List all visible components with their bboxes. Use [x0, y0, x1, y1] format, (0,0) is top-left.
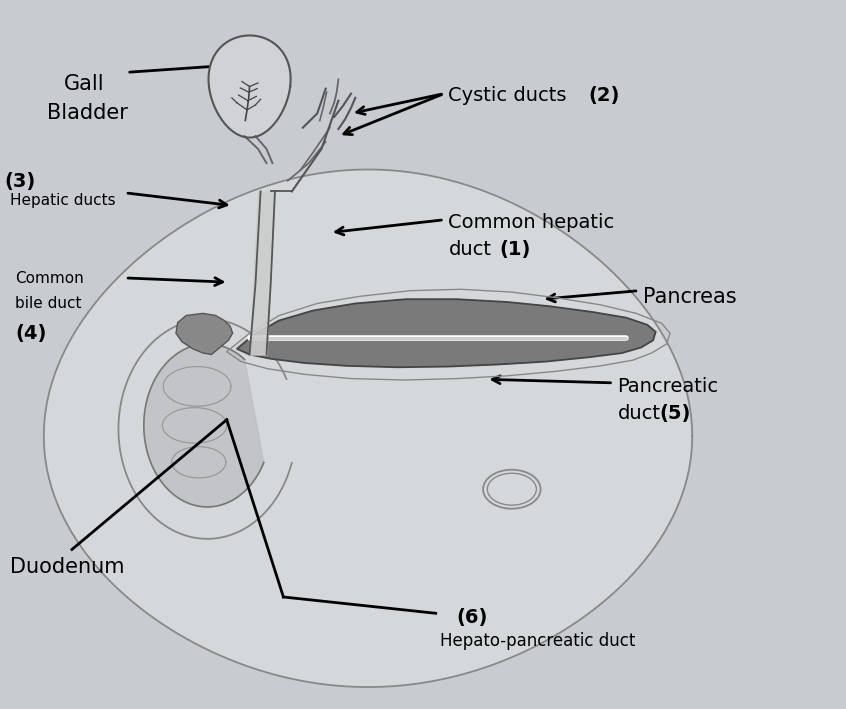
Text: Bladder: Bladder [47, 103, 128, 123]
Text: (5): (5) [659, 404, 690, 423]
Text: Hepato-pancreatic duct: Hepato-pancreatic duct [440, 632, 635, 650]
Text: (1): (1) [499, 240, 530, 259]
Text: (6): (6) [457, 608, 488, 627]
Text: (2): (2) [588, 86, 619, 106]
Text: Pancreatic: Pancreatic [618, 377, 719, 396]
Text: Duodenum: Duodenum [10, 557, 124, 576]
Text: (4): (4) [15, 324, 47, 343]
Polygon shape [44, 169, 692, 687]
Text: duct: duct [618, 404, 661, 423]
Polygon shape [237, 299, 656, 367]
Text: Common: Common [15, 271, 84, 286]
Text: bile duct: bile duct [15, 296, 82, 311]
Text: duct: duct [448, 240, 492, 259]
Text: Gall: Gall [63, 74, 104, 94]
Text: (3): (3) [4, 172, 36, 191]
Polygon shape [176, 313, 233, 354]
Text: Common hepatic: Common hepatic [448, 213, 615, 232]
Polygon shape [208, 35, 291, 138]
Polygon shape [144, 344, 264, 507]
Text: Pancreas: Pancreas [643, 287, 737, 307]
Text: Cystic ducts: Cystic ducts [448, 86, 567, 106]
Text: Hepatic ducts: Hepatic ducts [10, 193, 116, 208]
